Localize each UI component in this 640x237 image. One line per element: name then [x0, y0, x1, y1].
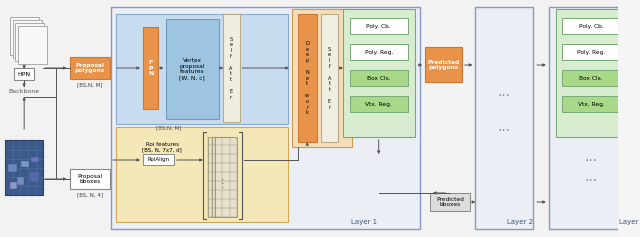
FancyBboxPatch shape [216, 137, 237, 217]
Text: Poly. Reg.: Poly. Reg. [577, 50, 605, 55]
FancyBboxPatch shape [19, 26, 47, 64]
Text: [BS,N, M]: [BS,N, M] [77, 82, 102, 87]
Text: [BS,N, M]: [BS,N, M] [156, 126, 182, 131]
FancyBboxPatch shape [116, 14, 288, 124]
FancyBboxPatch shape [349, 70, 408, 86]
Text: Poly. Cb.: Poly. Cb. [579, 23, 604, 28]
FancyBboxPatch shape [548, 7, 640, 229]
Text: .: . [220, 172, 224, 182]
FancyBboxPatch shape [10, 182, 17, 189]
FancyBboxPatch shape [425, 47, 462, 82]
FancyBboxPatch shape [563, 18, 620, 34]
Text: [BS, N, 4]: [BS, N, 4] [77, 192, 103, 197]
FancyBboxPatch shape [166, 19, 220, 119]
FancyBboxPatch shape [70, 57, 110, 79]
FancyBboxPatch shape [143, 27, 159, 109]
Text: ...: ... [498, 85, 511, 99]
FancyBboxPatch shape [0, 0, 618, 237]
Text: .: . [220, 176, 224, 186]
Text: S
e
l
f
 
A
t
t
 
E
r: S e l f A t t E r [328, 46, 331, 109]
Text: ...: ... [585, 150, 598, 164]
FancyBboxPatch shape [476, 7, 533, 229]
FancyBboxPatch shape [208, 137, 229, 217]
FancyBboxPatch shape [292, 9, 351, 147]
FancyBboxPatch shape [321, 14, 338, 142]
FancyBboxPatch shape [563, 44, 620, 60]
Text: Proposal
polygons: Proposal polygons [75, 63, 105, 73]
Text: Vtx. Reg.: Vtx. Reg. [365, 101, 392, 106]
Text: HPN: HPN [17, 72, 31, 77]
FancyBboxPatch shape [430, 193, 470, 211]
FancyBboxPatch shape [343, 9, 415, 137]
FancyBboxPatch shape [29, 172, 38, 182]
Text: Poly. Cb.: Poly. Cb. [366, 23, 391, 28]
Text: Proposal
bboxes: Proposal bboxes [77, 173, 102, 184]
FancyBboxPatch shape [298, 14, 317, 142]
Text: Vtx. Reg.: Vtx. Reg. [578, 101, 605, 106]
FancyBboxPatch shape [10, 17, 38, 55]
FancyBboxPatch shape [5, 140, 44, 195]
Text: Vertex
proposal
features
[W, N, c]: Vertex proposal features [W, N, c] [179, 58, 205, 80]
Text: Layer 1: Layer 1 [351, 219, 377, 225]
FancyBboxPatch shape [31, 157, 38, 162]
Text: Predicted
bboxes: Predicted bboxes [436, 197, 464, 207]
FancyBboxPatch shape [116, 127, 288, 222]
Text: Poly. Reg.: Poly. Reg. [365, 50, 393, 55]
FancyBboxPatch shape [563, 70, 620, 86]
Text: Layer 2: Layer 2 [508, 219, 533, 225]
FancyBboxPatch shape [556, 9, 628, 137]
Text: ...: ... [498, 120, 511, 134]
FancyBboxPatch shape [143, 154, 174, 165]
FancyBboxPatch shape [13, 20, 42, 58]
FancyBboxPatch shape [223, 14, 239, 122]
Text: Roi features
[BS, N, 7x7, d]: Roi features [BS, N, 7x7, d] [143, 141, 182, 152]
Text: .: . [220, 180, 224, 190]
Text: Box Cls.: Box Cls. [367, 76, 390, 81]
Text: Backbone: Backbone [8, 88, 40, 94]
FancyBboxPatch shape [349, 44, 408, 60]
FancyBboxPatch shape [349, 18, 408, 34]
Text: Box Cls.: Box Cls. [579, 76, 603, 81]
FancyBboxPatch shape [15, 68, 34, 80]
FancyBboxPatch shape [21, 161, 29, 167]
FancyBboxPatch shape [8, 164, 17, 172]
Text: S
e
l
f
 
A
t
t
 
E
r: S e l f A t t E r [229, 36, 232, 100]
FancyBboxPatch shape [111, 7, 420, 229]
Text: Predicted
polygons: Predicted polygons [428, 59, 460, 70]
FancyBboxPatch shape [563, 96, 620, 112]
FancyBboxPatch shape [17, 177, 24, 185]
FancyBboxPatch shape [212, 137, 233, 217]
FancyBboxPatch shape [15, 23, 44, 61]
Text: RoiAlign: RoiAlign [147, 157, 170, 162]
FancyBboxPatch shape [349, 96, 408, 112]
Text: Layer 6: Layer 6 [620, 219, 640, 225]
FancyBboxPatch shape [70, 169, 110, 189]
Text: ...: ... [585, 170, 598, 184]
Text: D
e
e
p
 
N
e
t
 
w
o
r
k: D e e p N e t w o r k [305, 41, 309, 115]
Text: F
P
N: F P N [148, 60, 154, 76]
